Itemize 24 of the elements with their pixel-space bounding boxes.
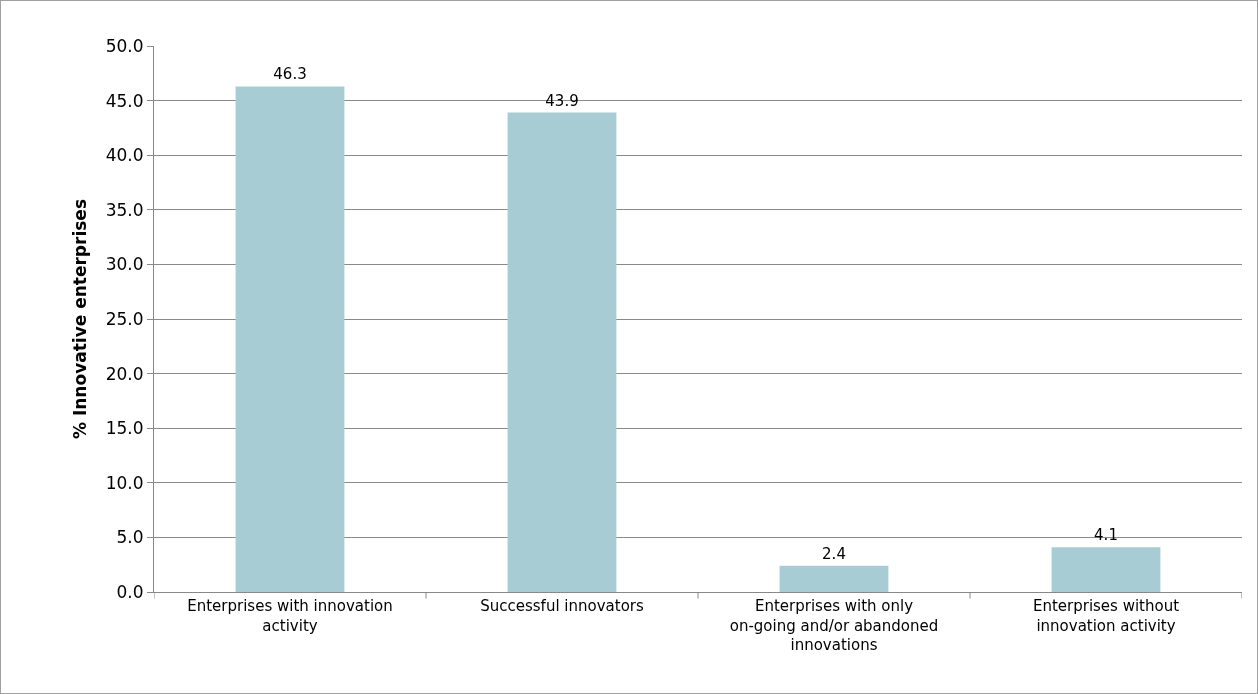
x-tick-label: Enterprises with only on-going and/or abandoned innovations bbox=[729, 597, 939, 654]
y-tick-label: 0.0 bbox=[116, 581, 144, 602]
data-label: 43.9 bbox=[545, 91, 579, 110]
data-label: 4.1 bbox=[1094, 526, 1118, 545]
y-tick-label: 25.0 bbox=[105, 308, 144, 329]
bar bbox=[779, 565, 889, 592]
bar bbox=[235, 86, 345, 592]
y-tick-label: 20.0 bbox=[105, 363, 144, 384]
data-label: 46.3 bbox=[273, 65, 307, 84]
data-label: 2.4 bbox=[822, 544, 846, 563]
x-tick-label: Enterprises with innovation activity bbox=[187, 597, 393, 635]
y-tick-label: 40.0 bbox=[105, 145, 144, 166]
bar bbox=[507, 112, 617, 592]
y-tick-label: 30.0 bbox=[105, 254, 144, 275]
y-tick-label: 15.0 bbox=[105, 418, 144, 439]
y-tick-label: 50.0 bbox=[105, 35, 144, 56]
y-tick-label: 35.0 bbox=[105, 199, 144, 220]
y-axis-title: % Innovative enterprises bbox=[70, 198, 91, 440]
x-tick-label: Enterprises without innovation activity bbox=[1032, 597, 1180, 635]
bar bbox=[1051, 547, 1161, 592]
y-tick-label: 5.0 bbox=[116, 527, 144, 548]
x-tick-label: Successful innovators bbox=[480, 597, 644, 615]
y-tick-label: 45.0 bbox=[105, 90, 144, 111]
y-tick-label: 10.0 bbox=[105, 472, 144, 493]
